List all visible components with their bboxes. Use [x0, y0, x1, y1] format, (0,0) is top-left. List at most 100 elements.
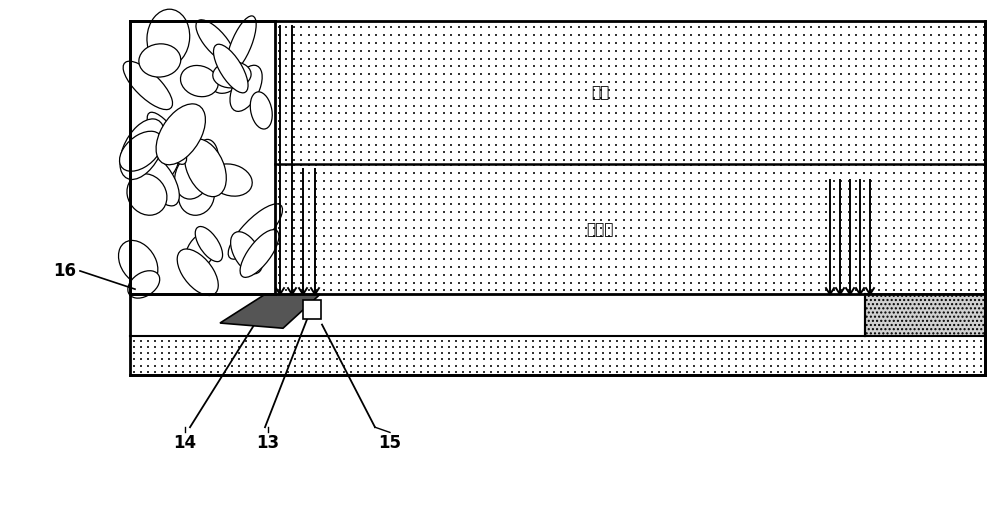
Point [728, 255, 744, 264]
Point [541, 177, 557, 185]
Point [968, 278, 984, 287]
Point [686, 349, 702, 357]
Point [135, 108, 151, 117]
Point [182, 343, 198, 351]
Point [511, 231, 527, 240]
Point [413, 117, 429, 125]
Point [616, 224, 632, 232]
Point [961, 216, 977, 224]
Point [578, 93, 594, 102]
Point [638, 39, 654, 47]
Point [436, 169, 452, 177]
Point [758, 287, 774, 295]
Point [968, 23, 984, 31]
Point [706, 117, 722, 125]
Point [271, 177, 287, 185]
Point [938, 200, 954, 208]
Point [220, 170, 236, 179]
Point [350, 368, 366, 376]
Point [961, 117, 977, 125]
Point [856, 117, 872, 125]
Point [773, 70, 789, 78]
Point [683, 161, 699, 169]
Point [826, 93, 842, 102]
Point [278, 239, 294, 247]
Point [368, 148, 384, 156]
Point [346, 140, 362, 149]
Point [672, 355, 688, 364]
Point [147, 355, 163, 364]
Point [259, 362, 275, 370]
Point [653, 255, 669, 264]
Point [976, 184, 992, 193]
Point [406, 355, 422, 364]
Point [331, 117, 347, 125]
Point [713, 224, 729, 232]
Point [466, 46, 482, 55]
Point [473, 208, 489, 217]
Point [923, 161, 939, 169]
Point [315, 337, 331, 345]
Point [220, 82, 236, 90]
Point [833, 78, 849, 86]
Point [661, 23, 677, 31]
Text: 14: 14 [173, 434, 197, 452]
Point [863, 255, 879, 264]
Point [931, 78, 947, 86]
Point [818, 54, 834, 63]
Point [316, 140, 332, 149]
Point [791, 355, 807, 364]
Point [245, 286, 261, 294]
Point [451, 177, 467, 185]
Point [616, 93, 632, 102]
Point [211, 286, 227, 294]
Point [863, 287, 879, 295]
Point [878, 125, 894, 133]
Point [713, 263, 729, 271]
Point [938, 355, 954, 364]
Point [818, 192, 834, 201]
Point [186, 259, 202, 268]
Point [601, 70, 617, 78]
Point [728, 46, 744, 55]
Point [436, 78, 452, 86]
Point [294, 337, 310, 345]
Point [683, 216, 699, 224]
Point [443, 117, 459, 125]
Point [788, 132, 804, 141]
Point [481, 125, 497, 133]
Point [533, 31, 549, 39]
Point [938, 161, 954, 169]
Point [871, 132, 887, 141]
Point [497, 349, 513, 357]
Point [683, 93, 699, 102]
Point [175, 368, 191, 376]
Point [766, 101, 782, 109]
Point [194, 241, 210, 250]
Point [946, 231, 962, 240]
Point [458, 247, 474, 255]
Point [601, 125, 617, 133]
Point [301, 70, 317, 78]
Point [383, 287, 399, 295]
Point [556, 287, 572, 295]
Point [848, 287, 864, 295]
Point [462, 349, 478, 357]
Point [638, 70, 654, 78]
Point [773, 255, 789, 264]
Point [623, 337, 639, 345]
Point [803, 224, 819, 232]
Point [353, 78, 369, 86]
Point [878, 278, 894, 287]
Point [237, 250, 253, 258]
Point [833, 148, 849, 156]
Point [211, 162, 227, 170]
Point [923, 93, 939, 102]
Point [798, 355, 814, 364]
Point [413, 132, 429, 141]
Point [278, 255, 294, 264]
Point [601, 109, 617, 117]
Point [301, 148, 317, 156]
Point [766, 109, 782, 117]
Point [672, 368, 688, 376]
